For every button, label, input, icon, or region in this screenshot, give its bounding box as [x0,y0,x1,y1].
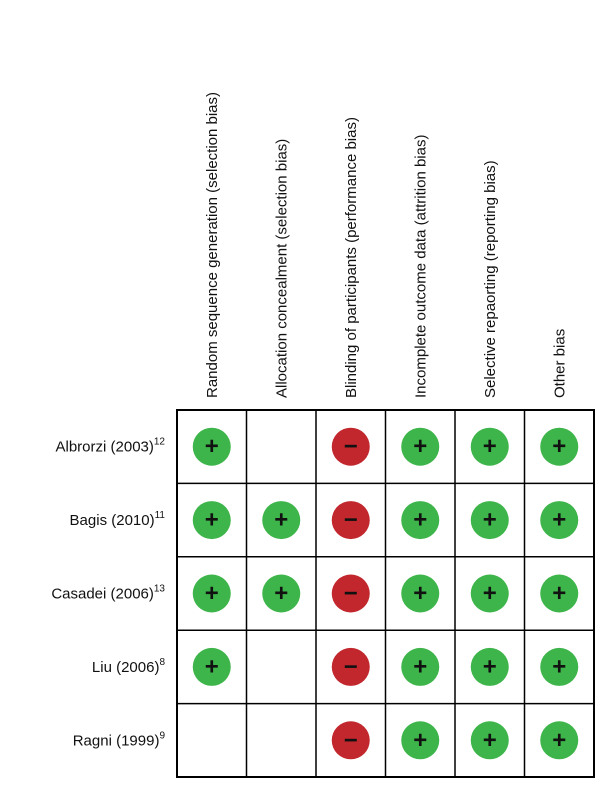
judgment-symbol: − [344,433,358,460]
judgment-symbol: + [552,727,566,754]
judgment-symbol: + [483,507,497,534]
judgment-circle [401,574,440,613]
judgment-circle [470,427,509,466]
judgment-symbol: + [413,580,427,607]
judgment-circle [540,721,579,760]
judgment-circle [540,574,579,613]
judgment-symbol: + [413,433,427,460]
reference: 12 [154,437,166,448]
judgment-circle [331,427,370,466]
row-label: Albrorzi (2003)12 [56,437,166,456]
judgment-symbol: + [205,580,219,607]
judgment-circle [401,721,440,760]
judgment-symbol: − [344,653,358,680]
judgment-symbol: + [205,433,219,460]
judgment-circle [470,501,509,540]
column-header: Incomplete outcome data (attrition bias) [412,135,429,398]
reference: 13 [154,584,166,595]
column-header: Blinding of participants (performance bi… [343,117,360,398]
study-name: Albrorzi (2003) [56,439,154,456]
row-label: Liu (2006)8 [92,657,166,676]
judgment-circle [192,574,231,613]
judgment-circle [401,501,440,540]
study-name: Ragni (1999) [73,732,160,749]
judgment-circle [401,647,440,686]
judgment-symbol: + [552,580,566,607]
judgment-circle [192,427,231,466]
judgment-circle [470,647,509,686]
judgment-circle [331,574,370,613]
column-header: Random sequence generation (selection bi… [204,92,221,398]
judgment-symbol: + [413,507,427,534]
judgment-symbol: + [205,653,219,680]
judgment-symbol: + [483,653,497,680]
judgment-circle [540,647,579,686]
row-label: Bagis (2010)11 [70,510,166,529]
judgment-circle [331,721,370,760]
judgment-symbol: + [413,653,427,680]
judgment-symbol: + [552,507,566,534]
judgment-circle [331,647,370,686]
row-label: Casadei (2006)13 [51,584,165,603]
judgment-symbol: + [483,727,497,754]
reference: 11 [155,510,166,521]
column-header: Allocation concealment (selection bias) [273,139,290,398]
column-header: Other bias [551,329,568,398]
judgment-symbol: − [344,727,358,754]
judgment-symbol: + [205,507,219,534]
judgment-symbol: + [483,433,497,460]
judgment-circle [401,427,440,466]
judgment-circle [470,574,509,613]
judgment-symbol: + [552,653,566,680]
judgment-symbol: + [483,580,497,607]
judgment-symbol: + [413,727,427,754]
column-header: Selective repaorting (reporting bias) [482,160,499,398]
judgment-circle [262,574,301,613]
judgment-circle [540,501,579,540]
judgment-symbol: + [274,580,288,607]
judgment-circle [470,721,509,760]
judgment-symbol: + [274,507,288,534]
reference: 9 [159,730,165,741]
judgment-symbol: − [344,580,358,607]
judgment-symbol: − [344,507,358,534]
study-name: Casadei (2006) [51,586,154,603]
judgment-circle [192,501,231,540]
judgment-circle [540,427,579,466]
judgment-circle [262,501,301,540]
row-label: Ragni (1999)9 [73,730,166,749]
judgment-symbol: + [552,433,566,460]
reference: 8 [159,657,165,668]
study-name: Bagis (2010) [70,512,155,529]
judgment-circle [331,501,370,540]
judgment-circle [192,647,231,686]
study-name: Liu (2006) [92,659,160,676]
